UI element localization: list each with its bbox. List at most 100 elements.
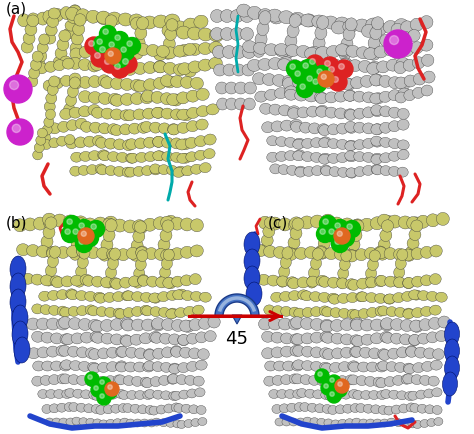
Ellipse shape [337,123,348,134]
Circle shape [7,119,33,145]
Ellipse shape [69,247,82,260]
Ellipse shape [159,375,170,385]
Ellipse shape [164,47,176,59]
Ellipse shape [391,23,404,36]
Ellipse shape [114,139,125,150]
Ellipse shape [142,306,153,316]
Ellipse shape [330,217,344,230]
Ellipse shape [10,289,26,315]
Ellipse shape [164,215,177,228]
Ellipse shape [144,62,156,74]
Circle shape [93,36,110,53]
Ellipse shape [166,19,178,31]
Ellipse shape [290,227,302,240]
Ellipse shape [104,216,118,229]
Ellipse shape [117,44,129,56]
Ellipse shape [374,293,386,303]
Ellipse shape [382,332,393,343]
Circle shape [109,42,114,47]
Ellipse shape [180,320,192,332]
Ellipse shape [153,15,168,28]
Circle shape [334,228,350,244]
Ellipse shape [273,361,285,371]
Ellipse shape [44,274,55,286]
Ellipse shape [366,419,375,427]
Ellipse shape [370,93,382,104]
Ellipse shape [410,42,423,54]
Ellipse shape [183,43,196,56]
Ellipse shape [68,346,79,357]
Ellipse shape [181,218,193,231]
Ellipse shape [358,362,369,372]
Ellipse shape [290,345,302,356]
Ellipse shape [40,375,51,385]
Ellipse shape [86,348,97,358]
Ellipse shape [409,334,420,345]
Ellipse shape [401,419,410,427]
Ellipse shape [309,61,322,73]
Ellipse shape [394,266,405,278]
Ellipse shape [321,363,332,373]
Circle shape [88,375,92,379]
Ellipse shape [267,275,280,286]
Ellipse shape [49,306,60,316]
Ellipse shape [67,13,79,23]
Ellipse shape [105,219,117,232]
Ellipse shape [154,217,167,230]
Ellipse shape [415,347,427,358]
Circle shape [81,231,86,237]
Ellipse shape [115,309,126,319]
Ellipse shape [315,46,329,59]
Ellipse shape [186,90,200,102]
Ellipse shape [151,91,164,103]
Ellipse shape [153,348,164,359]
Ellipse shape [341,390,351,399]
Ellipse shape [335,108,347,119]
Ellipse shape [62,389,72,398]
Ellipse shape [298,290,310,300]
Ellipse shape [322,307,333,317]
Ellipse shape [393,248,406,260]
Ellipse shape [45,61,56,72]
Ellipse shape [89,391,99,400]
Ellipse shape [365,293,377,302]
Ellipse shape [64,402,74,411]
Ellipse shape [381,389,391,398]
Ellipse shape [69,5,81,16]
Ellipse shape [397,347,408,358]
Ellipse shape [277,389,287,398]
Ellipse shape [339,259,350,270]
Circle shape [97,391,111,405]
Ellipse shape [168,124,179,135]
Ellipse shape [101,333,113,344]
Ellipse shape [125,362,137,372]
Ellipse shape [295,167,306,177]
Ellipse shape [126,153,137,163]
Ellipse shape [273,75,285,86]
Ellipse shape [71,33,83,45]
Ellipse shape [151,332,163,343]
Ellipse shape [370,74,383,86]
Ellipse shape [178,363,190,373]
Ellipse shape [67,290,78,300]
Ellipse shape [392,405,401,414]
Ellipse shape [317,376,328,386]
Ellipse shape [346,248,358,260]
Ellipse shape [383,294,395,304]
Ellipse shape [354,140,365,150]
Circle shape [325,63,343,81]
Ellipse shape [137,275,149,286]
Ellipse shape [46,389,56,398]
Ellipse shape [59,418,68,426]
Ellipse shape [133,419,142,427]
Ellipse shape [142,166,153,176]
Circle shape [124,37,140,55]
Ellipse shape [60,56,72,68]
Ellipse shape [46,11,58,24]
Ellipse shape [162,258,173,270]
Ellipse shape [309,266,319,279]
Ellipse shape [407,237,419,249]
Ellipse shape [345,141,356,151]
Ellipse shape [27,76,38,87]
Ellipse shape [308,403,317,412]
